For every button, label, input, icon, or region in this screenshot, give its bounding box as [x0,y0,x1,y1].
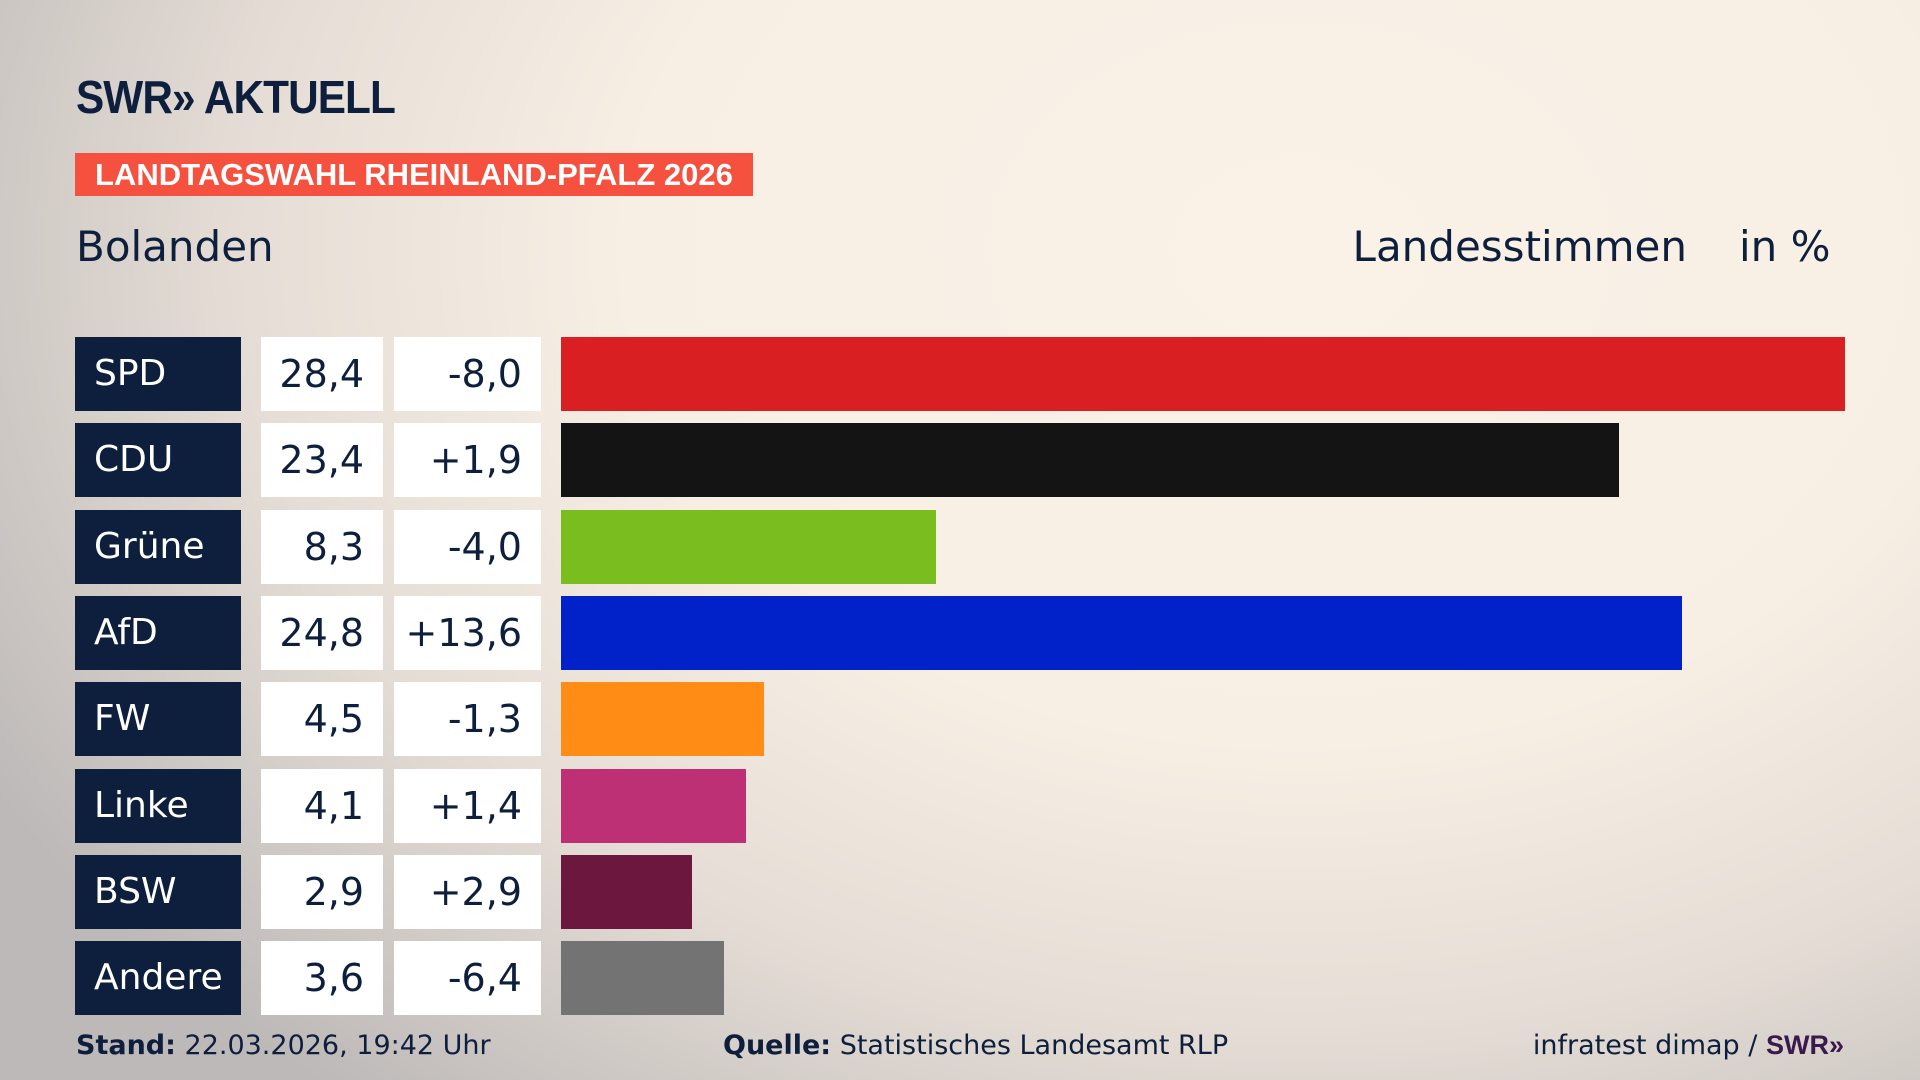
bar [561,509,937,584]
vote-change: +13,6 [394,595,541,670]
vote-change: -6,4 [394,941,541,1016]
vote-share: 2,9 [261,854,383,929]
credit: infratest dimap / SWR» [1533,1030,1844,1061]
vote-change: +1,4 [394,768,541,843]
election-banner: LANDTAGSWAHL RHEINLAND-PFALZ 2026 [75,153,753,196]
source-label: Quelle: [723,1030,832,1061]
party-label: BSW [75,854,241,929]
vote-share: 8,3 [261,509,383,584]
bar [561,941,724,1016]
bar [561,682,765,757]
unit-label: in % [1739,222,1831,271]
party-label: AfD [75,595,241,670]
party-label: CDU [75,423,241,498]
source-value: Statistisches Landesamt RLP [839,1030,1229,1061]
party-label: FW [75,682,241,757]
party-label: Andere [75,941,241,1016]
vote-change: -8,0 [394,337,541,411]
bar [561,423,1619,498]
timestamp: Stand: 22.03.2026, 19:42 Uhr [76,1030,491,1061]
measure-label: Landesstimmen [1352,222,1687,271]
stand-label: Stand: [76,1030,176,1061]
vote-share: 28,4 [261,337,383,411]
vote-share: 23,4 [261,423,383,498]
bar [561,337,1845,411]
vote-share: 3,6 [261,941,383,1016]
vote-change: +1,9 [394,423,541,498]
bar-row: Andere 3,6 -6,4 [0,941,1920,1016]
bar-row: SPD 28,4 -8,0 [0,337,1920,411]
vote-change: +2,9 [394,854,541,929]
source: Quelle: Statistisches Landesamt RLP [723,1030,1228,1061]
bar-row: AfD 24,8 +13,6 [0,595,1920,670]
swr-logo: SWR» [1765,1030,1844,1060]
party-label: SPD [75,337,241,411]
bar [561,854,693,929]
party-label: Linke [75,768,241,843]
bar-row: Linke 4,1 +1,4 [0,768,1920,843]
swr-aktuell-logo: SWR» AKTUELL [76,71,396,123]
vote-share: 4,1 [261,768,383,843]
bar-row: CDU 23,4 +1,9 [0,423,1920,498]
credit-text: infratest dimap / [1532,1030,1758,1061]
region-title: Bolanden [76,222,274,271]
vote-share: 4,5 [261,682,383,757]
vote-change: -4,0 [394,509,541,584]
bar-row: Grüne 8,3 -4,0 [0,509,1920,584]
stand-value: 22.03.2026, 19:42 Uhr [184,1030,491,1061]
party-label: Grüne [75,509,241,584]
bar [561,595,1683,670]
vote-share: 24,8 [261,595,383,670]
bar-row: BSW 2,9 +2,9 [0,854,1920,929]
bar-row: FW 4,5 -1,3 [0,682,1920,757]
bar [561,768,747,843]
vote-change: -1,3 [394,682,541,757]
